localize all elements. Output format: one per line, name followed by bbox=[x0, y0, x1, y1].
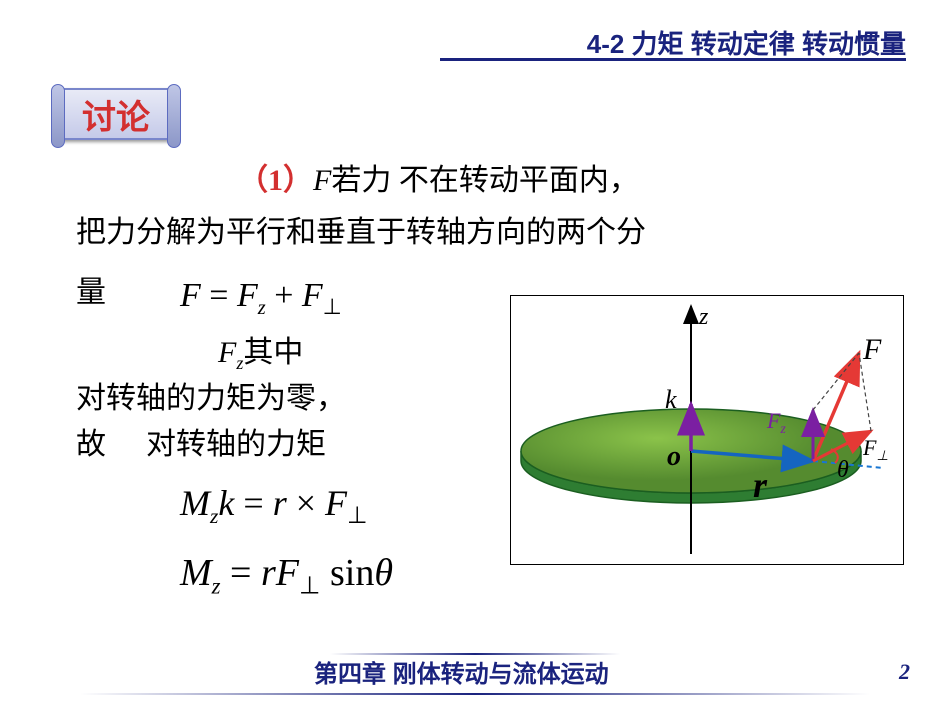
svg-text:F⊥: F⊥ bbox=[862, 435, 888, 463]
footer-rule-bot bbox=[80, 693, 870, 695]
svg-text:θ: θ bbox=[837, 457, 849, 483]
line2: 把力分解为平行和垂直于转轴方向的两个分 bbox=[76, 208, 646, 258]
scroll-knob-left bbox=[51, 84, 65, 148]
svg-text:k: k bbox=[665, 385, 677, 414]
header-section-title: 4-2 力矩 转动定律 转动惯量 bbox=[587, 24, 906, 61]
diagram: z k F Fz F⊥ o r θ bbox=[510, 295, 904, 565]
line3-liang: 量 bbox=[76, 268, 106, 318]
line1: （1）F若力 不在转动平面内， bbox=[238, 156, 639, 206]
equation-3: Mz = rF⊥ sinθ bbox=[180, 542, 393, 607]
svg-text:o: o bbox=[667, 441, 681, 472]
footer-chapter: 第四章 刚体转动与流体运动 bbox=[314, 654, 609, 689]
line6: 故对转轴的力矩 bbox=[76, 420, 326, 470]
header-rule bbox=[440, 58, 906, 61]
svg-text:z: z bbox=[698, 304, 709, 330]
equation-2: Mzk = r × F⊥ bbox=[180, 474, 367, 536]
svg-text:F: F bbox=[862, 333, 882, 366]
page-number: 2 bbox=[899, 659, 910, 685]
svg-text:r: r bbox=[753, 465, 768, 505]
discussion-badge: 讨论 bbox=[56, 88, 176, 140]
discussion-label: 讨论 bbox=[82, 90, 150, 139]
scroll-knob-right bbox=[167, 84, 181, 148]
line5: 对转轴的力矩为零， bbox=[76, 374, 346, 424]
line4: Fz其中 bbox=[218, 328, 303, 379]
svg-text:Fz: Fz bbox=[766, 408, 786, 436]
equation-1: F = Fz + F⊥ bbox=[180, 268, 342, 325]
diagram-svg: z k F Fz F⊥ o r θ bbox=[511, 296, 905, 566]
